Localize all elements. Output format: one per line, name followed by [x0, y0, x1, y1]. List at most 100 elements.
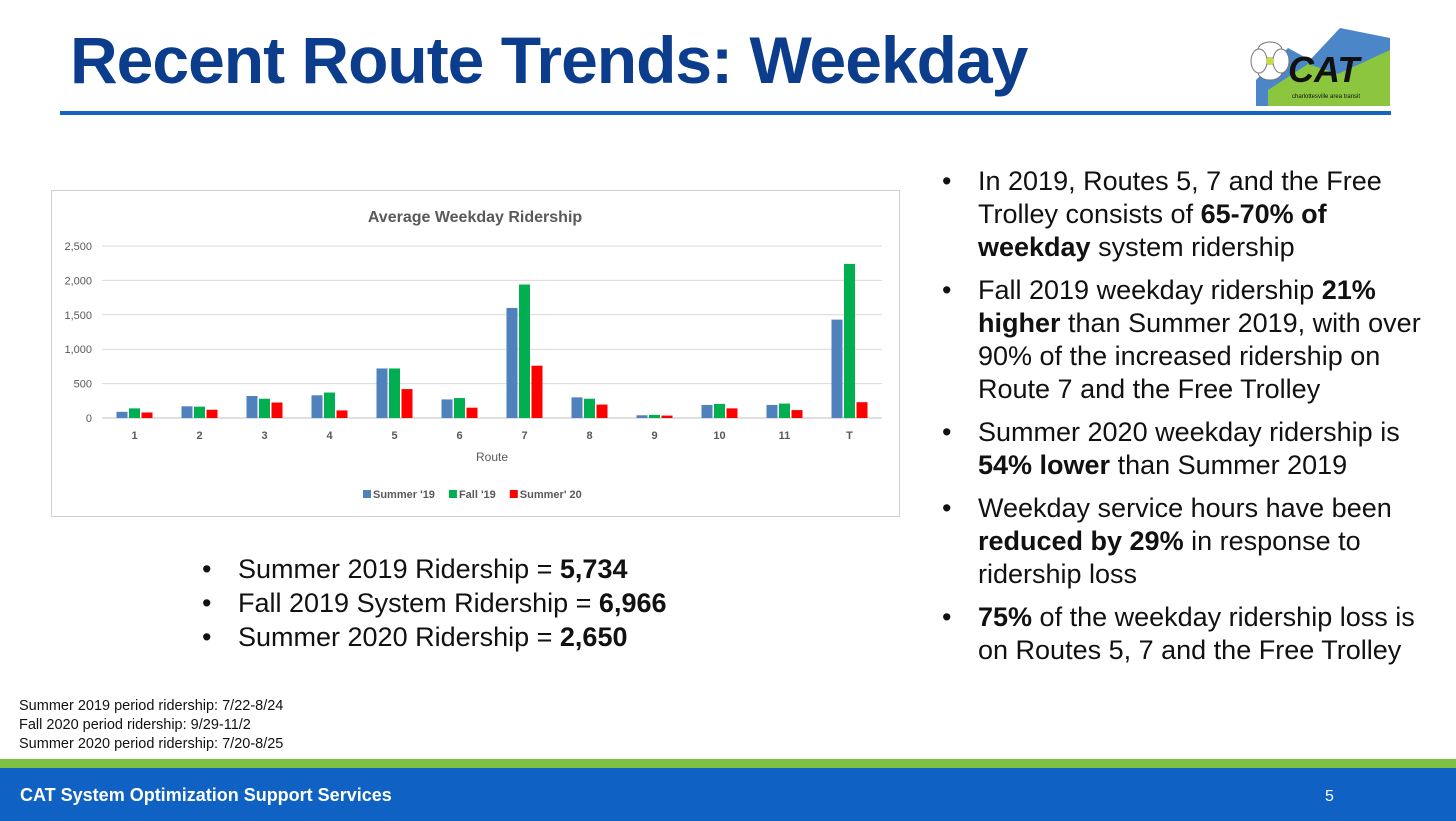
stat-item: Summer 2019 Ridership = 5,734 [200, 552, 667, 586]
stat-label: Fall 2019 System Ridership = [238, 588, 599, 618]
x-axis-label: Route [476, 450, 508, 464]
finding-text: Summer 2020 weekday ridership is [978, 417, 1400, 447]
bar [571, 397, 583, 418]
bar [766, 404, 778, 418]
legend-swatch [509, 490, 518, 498]
bar [506, 307, 518, 418]
stat-item: Fall 2019 System Ridership = 6,966 [200, 586, 667, 620]
finding-text: Weekday service hours have been [978, 493, 1392, 523]
legend-label: Summer' 20 [520, 489, 582, 501]
bar [376, 368, 388, 418]
period-notes: Summer 2019 period ridership: 7/22-8/24 … [19, 697, 283, 754]
bar [584, 398, 595, 418]
bar [649, 414, 660, 418]
note-line: Fall 2020 period ridership: 9/29-11/2 [19, 717, 251, 733]
finding-emphasis: 75% [978, 602, 1033, 632]
x-tick-label: 1 [131, 430, 137, 442]
bar [141, 412, 153, 418]
bar [714, 403, 725, 418]
cat-logo: CAT charlottesville area transit [1248, 20, 1390, 106]
finding-text: than Summer 2019 [1110, 450, 1348, 480]
page-number: 5 [1325, 788, 1334, 805]
x-tick-label: 3 [261, 430, 267, 442]
bar [441, 399, 453, 418]
stat-value: 5,734 [559, 554, 628, 584]
finding-emphasis: 21% higher [978, 275, 1376, 338]
y-tick-label: 1,500 [64, 310, 92, 322]
finding-text: system ridership [1090, 232, 1295, 262]
legend-label: Fall '19 [459, 489, 496, 501]
footer-accent-bar [0, 759, 1456, 768]
chart-canvas: Average Weekday Ridership 2,500 2,000 1,500… [64, 209, 882, 501]
bar [194, 406, 205, 418]
finding-text: of the weekday ridership loss is on Rout… [978, 602, 1415, 665]
bar [466, 407, 478, 418]
logo-subtext: charlottesville area transit [1292, 94, 1360, 100]
bar [206, 409, 218, 418]
bar [856, 402, 868, 418]
ridership-stats-list: Summer 2019 Ridership = 5,734 Fall 2019 … [200, 552, 667, 654]
ridership-chart: Average Weekday Ridership 2,500 2,000 1,500… [51, 190, 900, 517]
finding-item: 75% of the weekday ridership loss is on … [940, 601, 1440, 667]
bar [726, 408, 738, 418]
title-underline [60, 111, 1391, 115]
bar [389, 368, 400, 418]
bar [311, 395, 323, 418]
finding-emphasis: 65-70% of weekday [978, 199, 1327, 262]
x-tick-label: 8 [586, 430, 592, 442]
slide-title: Recent Route Trends: Weekday [70, 23, 1028, 97]
y-tick-label: 2,500 [64, 241, 92, 253]
bar [401, 389, 413, 418]
finding-item: In 2019, Routes 5, 7 and the Free Trolle… [940, 165, 1440, 264]
finding-emphasis: 54% lower [978, 450, 1111, 480]
finding-text: In 2019, Routes 5, 7 and the Free Trolle… [978, 166, 1382, 229]
bar [701, 404, 713, 418]
bar [531, 365, 543, 418]
bar [324, 392, 335, 418]
x-tick-label: 9 [651, 430, 657, 442]
bar [519, 284, 530, 418]
bar [636, 415, 648, 418]
finding-item: Fall 2019 weekday ridership 21% higher t… [940, 274, 1440, 406]
x-tick-label: T [846, 430, 853, 442]
note-line: Summer 2020 period ridership: 7/20-8/25 [19, 736, 284, 752]
x-tick-label: 4 [326, 430, 333, 442]
bar [181, 406, 193, 418]
finding-item: Weekday service hours have been reduced … [940, 492, 1440, 591]
bar [129, 408, 140, 418]
dogwood-flower-icon [1250, 41, 1290, 81]
stat-value: 2,650 [559, 622, 628, 652]
bar [791, 410, 803, 418]
logo-mountain-front [1268, 50, 1390, 106]
bar [779, 403, 790, 418]
footer-bar: CAT System Optimization Support Services… [0, 768, 1456, 821]
bar [831, 319, 843, 418]
finding-text: than Summer 2019, with over 90% of the i… [978, 308, 1421, 404]
chart-title: Average Weekday Ridership [368, 209, 583, 226]
legend-swatch [448, 490, 457, 498]
x-tick-label: 11 [779, 430, 791, 442]
y-tick-label: 2,000 [64, 275, 92, 287]
x-tick-label: 10 [713, 430, 725, 442]
x-tick-label: 2 [196, 430, 202, 442]
stat-label: Summer 2019 Ridership = [238, 554, 560, 584]
x-tick-label: 6 [456, 430, 462, 442]
y-tick-label: 500 [74, 379, 92, 391]
bar [271, 402, 283, 418]
finding-emphasis: reduced by 29% [978, 526, 1184, 556]
y-tick-label: 0 [86, 413, 92, 425]
stat-label: Summer 2020 Ridership = [238, 622, 560, 652]
findings-list: In 2019, Routes 5, 7 and the Free Trolle… [940, 165, 1440, 677]
finding-item: Summer 2020 weekday ridership is 54% low… [940, 416, 1440, 482]
x-tick-label: 7 [521, 430, 527, 442]
finding-text: Fall 2019 weekday ridership [978, 275, 1322, 305]
bar [661, 415, 673, 418]
legend-swatch [363, 490, 371, 498]
finding-text: in response to ridership loss [978, 526, 1361, 589]
y-tick-label: 1,000 [64, 344, 92, 356]
bar [596, 404, 608, 418]
bar [336, 410, 348, 418]
note-line: Summer 2019 period ridership: 7/22-8/24 [19, 698, 284, 714]
stat-item: Summer 2020 Ridership = 2,650 [200, 620, 667, 654]
bar [116, 411, 128, 418]
